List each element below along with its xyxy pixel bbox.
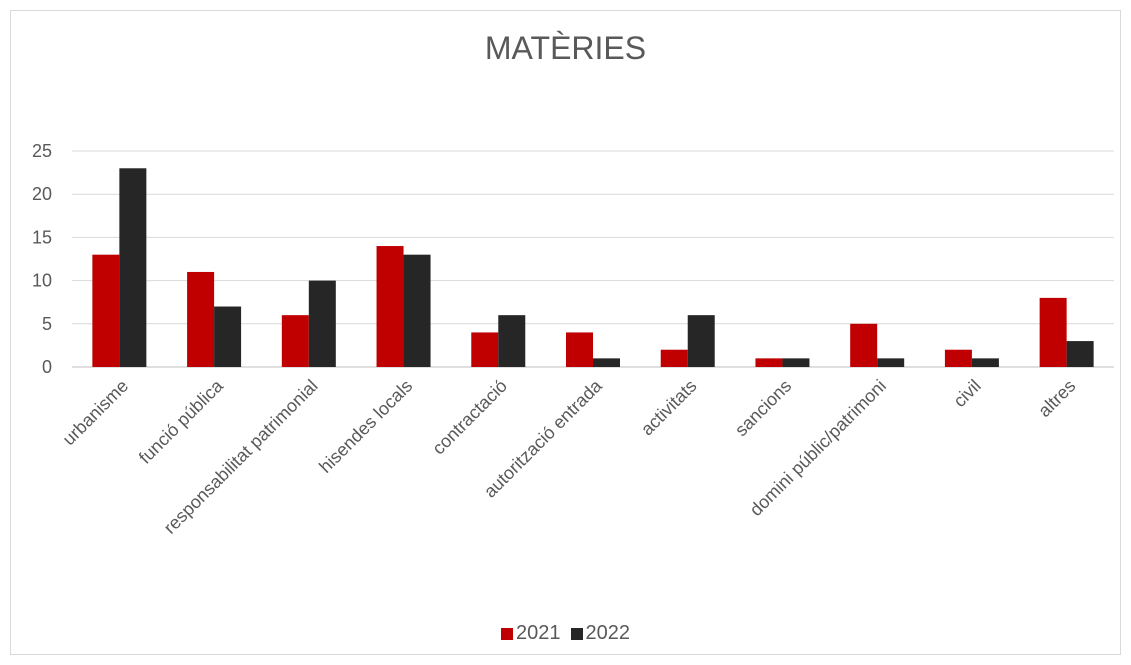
y-tick-label: 0	[42, 357, 52, 377]
bar-2022	[1066, 341, 1094, 367]
bar-2022	[214, 306, 242, 367]
bar-2022	[308, 280, 336, 367]
x-category-label: activitats	[637, 376, 701, 440]
y-tick-label: 5	[42, 314, 52, 334]
bar-2021	[850, 323, 878, 367]
bar-2022	[971, 358, 999, 367]
y-tick-label: 10	[32, 271, 52, 291]
chart-title: MATÈRIES	[484, 30, 647, 66]
bar-2021	[566, 332, 593, 367]
y-tick-label: 15	[32, 227, 52, 247]
x-category-label: responsabilitat patrimonial	[160, 376, 322, 538]
bar-2021	[376, 246, 404, 367]
bar-2021	[1039, 297, 1067, 367]
x-category-label: civil	[949, 376, 984, 411]
bar-2021	[660, 349, 688, 367]
bar-2022	[403, 254, 431, 367]
bar-2022	[593, 358, 620, 367]
bar-2022	[877, 358, 905, 367]
legend-swatch-2022	[570, 627, 583, 640]
x-category-label: funció pública	[135, 375, 228, 468]
legend-label-2022: 2022	[585, 622, 631, 644]
legend: 2021 2022	[0, 622, 1131, 645]
y-tick-label: 25	[32, 141, 52, 161]
bar-2021	[187, 271, 215, 367]
legend-item-2022: 2022	[570, 622, 631, 645]
legend-swatch-2021	[501, 627, 513, 640]
bar-2021	[92, 254, 120, 367]
x-category-label: sancions	[731, 376, 795, 440]
bar-2021	[755, 358, 783, 367]
x-category-label: altres	[1034, 376, 1079, 421]
x-category-label: contractació	[428, 376, 511, 459]
legend-item-2021: 2021	[501, 622, 561, 645]
bar-2022	[119, 168, 147, 367]
bar-2022	[498, 315, 526, 367]
bar-2022	[687, 315, 715, 367]
x-category-label: urbanisme	[59, 376, 133, 450]
legend-label-2021: 2021	[516, 622, 561, 644]
y-tick-label: 20	[32, 184, 52, 204]
bar-2021	[281, 315, 309, 367]
x-category-label: hisendes locals	[315, 376, 416, 477]
bar-2021	[944, 349, 972, 367]
bar-2021	[471, 332, 499, 367]
bar-2022	[782, 358, 810, 367]
